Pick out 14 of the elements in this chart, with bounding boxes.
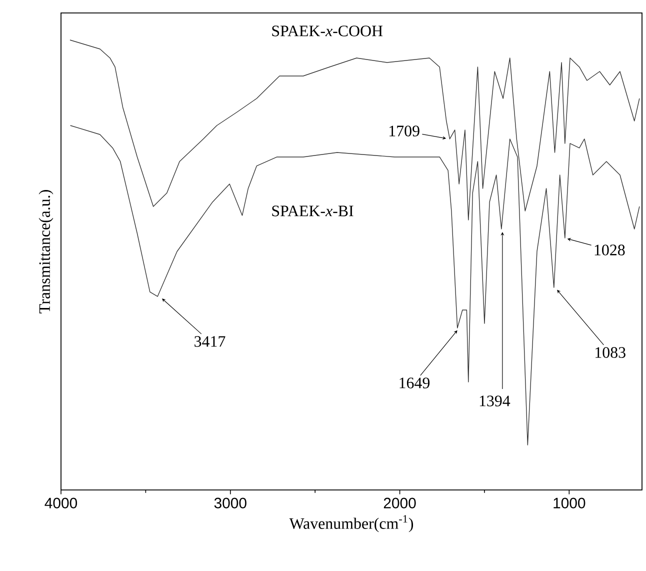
y-axis-title: Transmittance(a.u.)	[38, 190, 54, 314]
annotation: 3417	[194, 336, 226, 347]
annotation: 1028	[594, 244, 625, 256]
annotation: 1649	[400, 378, 430, 388]
annotation: 1709	[390, 126, 420, 136]
x-tick-label: 3000	[214, 498, 246, 508]
x-tick-label: 4000	[44, 498, 78, 508]
x-axis-title: Wavenumber(cm$^{-1}$)	[289, 515, 414, 532]
x-tick-label: 1000	[554, 498, 586, 508]
x-tick-label: 2000	[384, 498, 416, 508]
annotation: 1083	[596, 347, 626, 358]
series-label: SPAEK-x-BI	[272, 206, 354, 216]
series-label: SPAEK-x-COOH	[272, 26, 383, 36]
annotation: 1394	[480, 396, 510, 406]
